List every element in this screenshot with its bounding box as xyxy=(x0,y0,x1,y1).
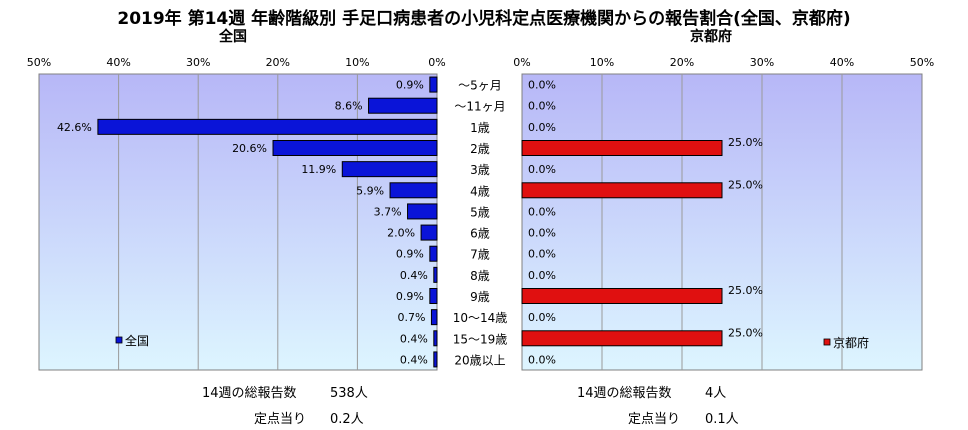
left-data-label: 0.9% xyxy=(396,290,424,303)
left-data-label: 0.9% xyxy=(396,248,424,261)
left-per-label: 定点当り xyxy=(254,412,307,427)
left-bar xyxy=(368,97,438,114)
left-bar xyxy=(433,351,438,368)
left-data-label: 5.9% xyxy=(356,184,384,197)
category-label: 20歳以上 xyxy=(454,353,505,367)
left-tick-label: 0% xyxy=(428,56,445,69)
right-panel-title: 京都府 xyxy=(690,29,732,45)
left-bar xyxy=(97,118,438,135)
right-total-value: 4人 xyxy=(705,386,727,401)
left-per-value: 0.2人 xyxy=(330,412,364,427)
right-legend-swatch xyxy=(823,338,831,346)
left-bar xyxy=(407,203,438,220)
left-tick-label: 40% xyxy=(106,56,130,69)
right-data-label: 0.0% xyxy=(528,311,556,324)
right-legend-label: 京都府 xyxy=(833,335,869,350)
category-label: ～11ヶ月 xyxy=(454,100,505,114)
right-tick-label: 40% xyxy=(830,56,854,69)
left-data-label: 0.9% xyxy=(396,79,424,92)
left-bar xyxy=(389,182,438,199)
right-data-label: 0.0% xyxy=(528,163,556,176)
chart-title: 2019年 第14週 年齢階級別 手足口病患者の小児科定点医療機関からの報告割合… xyxy=(117,9,851,29)
left-legend-label: 全国 xyxy=(125,333,149,348)
category-label: 4歳 xyxy=(470,184,490,198)
left-data-label: 8.6% xyxy=(335,100,363,113)
left-bar xyxy=(433,266,438,283)
category-label: 10～14歳 xyxy=(453,311,508,325)
right-tick-label: 20% xyxy=(670,56,694,69)
right-tick-label: 0% xyxy=(513,56,530,69)
right-bar xyxy=(521,140,723,156)
right-data-label: 0.0% xyxy=(528,79,556,92)
left-bar xyxy=(341,161,438,178)
left-tick-label: 50% xyxy=(27,56,51,69)
category-label: 5歳 xyxy=(470,205,490,219)
right-data-label: 0.0% xyxy=(528,100,556,113)
right-tick-label: 30% xyxy=(750,56,774,69)
right-tick-label: 50% xyxy=(910,56,934,69)
left-total-value: 538人 xyxy=(330,386,368,401)
right-bar xyxy=(521,182,723,199)
right-per-value: 0.1人 xyxy=(705,412,739,427)
left-panel-title: 全国 xyxy=(219,29,247,45)
category-label: ～5ヶ月 xyxy=(458,79,502,93)
category-label: 7歳 xyxy=(470,248,490,262)
right-data-label: 0.0% xyxy=(528,248,556,261)
category-label: 3歳 xyxy=(470,163,490,177)
right-data-label: 0.0% xyxy=(528,205,556,218)
left-plot-area xyxy=(38,73,438,371)
right-data-label: 25.0% xyxy=(728,136,763,149)
right-plot-area xyxy=(521,73,923,371)
left-data-label: 11.9% xyxy=(301,163,336,176)
left-bar xyxy=(433,330,438,347)
right-bar xyxy=(521,288,723,304)
left-bar xyxy=(420,224,438,241)
left-bar xyxy=(429,288,438,304)
right-total-label: 14週の総報告数 xyxy=(577,386,672,401)
category-label: 15～19歳 xyxy=(453,332,508,346)
left-tick-label: 10% xyxy=(345,56,369,69)
left-legend-swatch xyxy=(115,336,123,344)
left-bar xyxy=(429,76,438,93)
left-bar xyxy=(430,309,438,326)
category-label: 6歳 xyxy=(470,227,490,241)
right-bar xyxy=(521,330,723,347)
left-tick-label: 30% xyxy=(186,56,210,69)
right-tick-label: 10% xyxy=(590,56,614,69)
right-data-label: 25.0% xyxy=(728,326,763,339)
right-data-label: 0.0% xyxy=(528,121,556,134)
left-data-label: 3.7% xyxy=(374,205,402,218)
right-data-label: 0.0% xyxy=(528,227,556,240)
right-per-label: 定点当り xyxy=(628,412,681,427)
right-data-label: 25.0% xyxy=(728,284,763,297)
left-bar xyxy=(429,245,438,262)
right-data-label: 0.0% xyxy=(528,269,556,282)
category-label: 2歳 xyxy=(470,142,490,156)
left-data-label: 0.4% xyxy=(400,353,428,366)
left-data-label: 2.0% xyxy=(387,227,415,240)
left-data-label: 20.6% xyxy=(232,142,267,155)
right-data-label: 25.0% xyxy=(728,178,763,191)
category-label: 9歳 xyxy=(470,290,490,304)
left-bar xyxy=(272,140,438,156)
category-label: 1歳 xyxy=(470,121,490,135)
left-data-label: 42.6% xyxy=(57,121,92,134)
bar-chart: 0% 0% 10% 10% 20% 20% 30% 30% 40% 40% 50% 50% ～5ヶ月 ～1… xyxy=(27,56,934,371)
left-data-label: 0.7% xyxy=(397,311,425,324)
left-total-label: 14週の総報告数 xyxy=(202,386,297,401)
category-label: 8歳 xyxy=(470,269,490,283)
left-tick-label: 20% xyxy=(266,56,290,69)
left-data-label: 0.4% xyxy=(400,332,428,345)
left-data-label: 0.4% xyxy=(400,269,428,282)
right-data-label: 0.0% xyxy=(528,353,556,366)
